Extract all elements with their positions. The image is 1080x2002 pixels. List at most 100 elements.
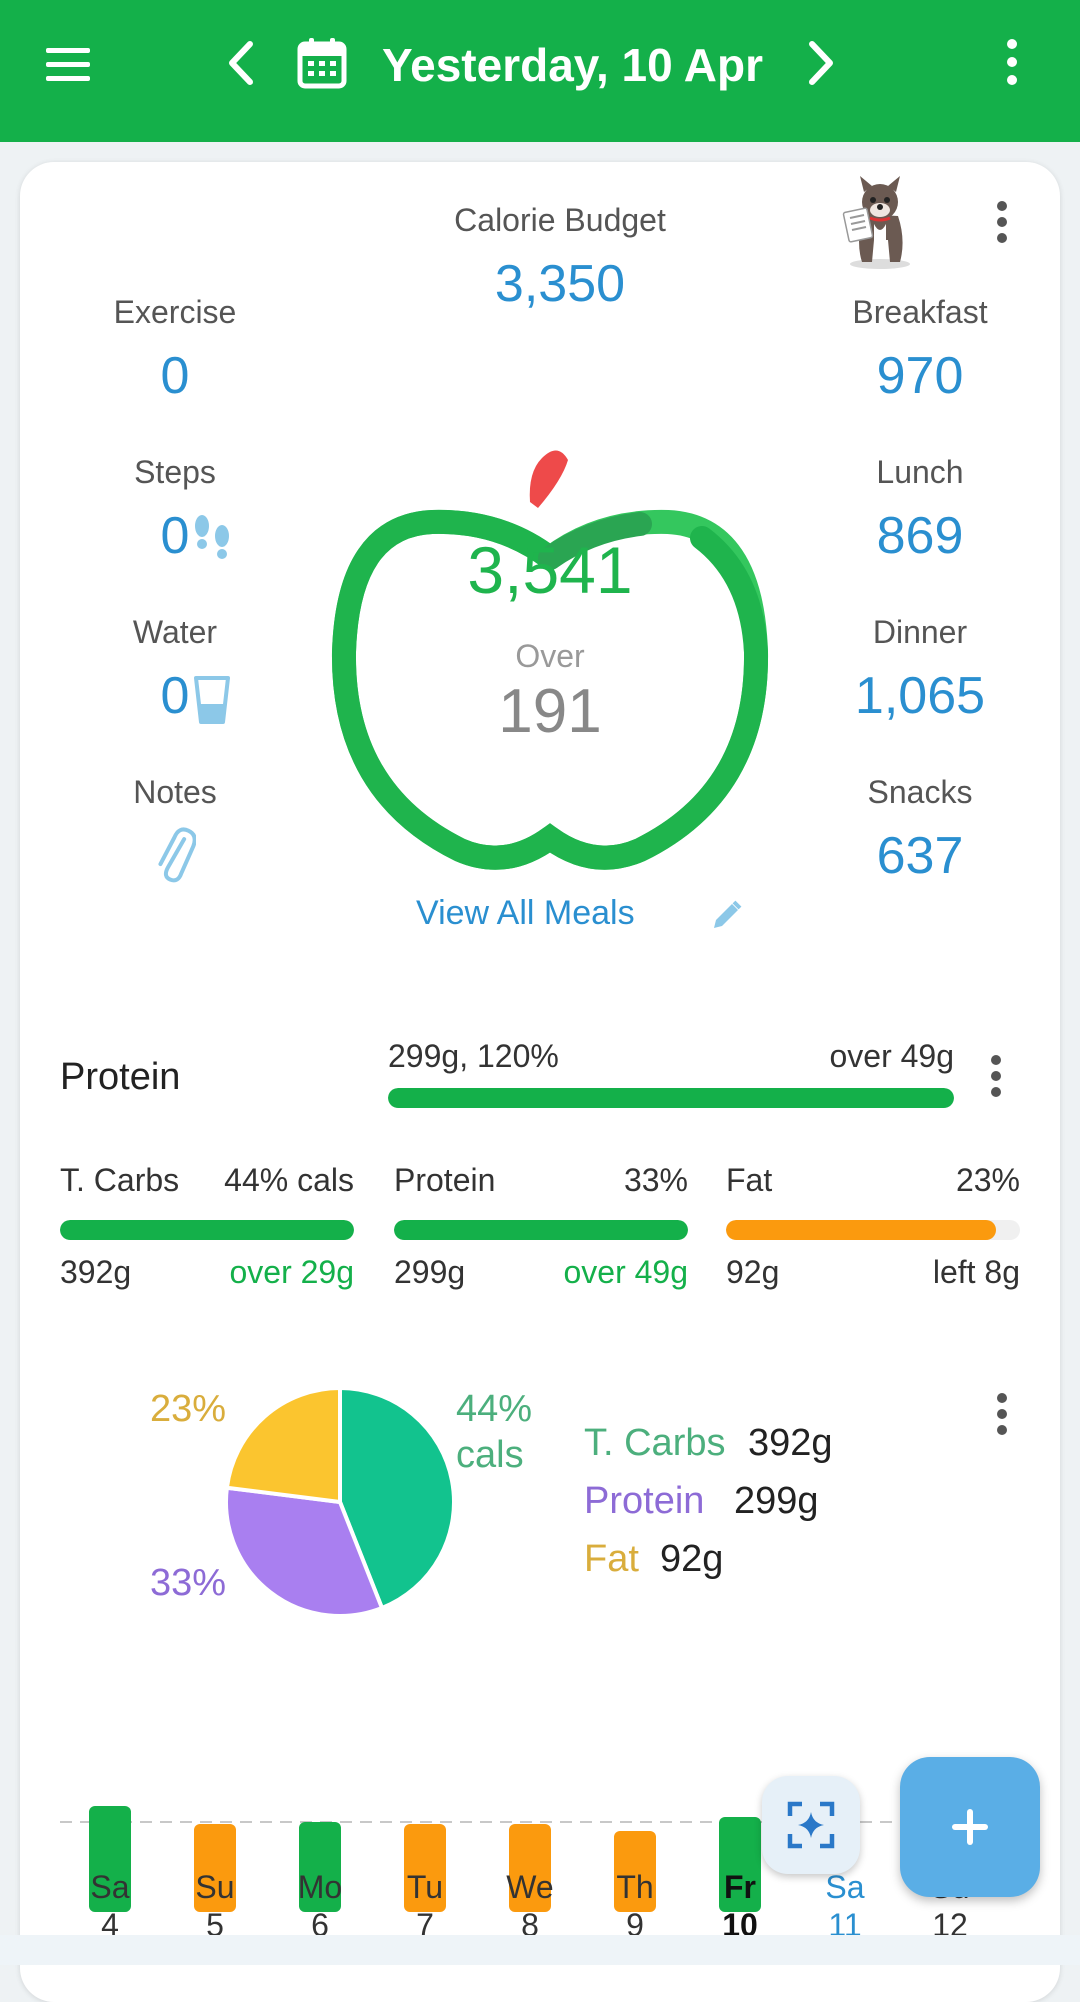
calories-eaten-value: 3,541 bbox=[467, 533, 633, 607]
day-label[interactable]: Mo 6 bbox=[280, 1868, 360, 1944]
dinner-label: Dinner bbox=[872, 614, 968, 650]
add-button[interactable] bbox=[900, 1757, 1040, 1897]
day-label[interactable]: Sa 4 bbox=[70, 1868, 150, 1944]
snacks-value[interactable]: 637 bbox=[876, 827, 964, 885]
fat-name: Fat bbox=[726, 1162, 773, 1198]
day-number: 8 bbox=[521, 1907, 539, 1943]
day-name: Sa bbox=[90, 1869, 130, 1905]
weekly-calorie-bars bbox=[60, 1806, 1020, 1912]
day-name: We bbox=[506, 1869, 554, 1905]
fat-bar bbox=[726, 1220, 1020, 1240]
edit-pencil-icon[interactable] bbox=[710, 898, 744, 932]
protein-name: Protein bbox=[394, 1162, 496, 1198]
water-value[interactable]: 0 bbox=[160, 667, 190, 725]
pie-label-fat: 23% bbox=[150, 1388, 227, 1430]
pie-slice-fat[interactable] bbox=[224, 1385, 342, 1505]
menu-icon[interactable] bbox=[44, 44, 94, 84]
fat-pct: 23% bbox=[955, 1162, 1020, 1198]
day-bar[interactable] bbox=[194, 1824, 236, 1912]
legend-fat-grams: 92g bbox=[660, 1538, 724, 1580]
protein-more-icon[interactable] bbox=[984, 1054, 1008, 1100]
fat-bar-fill bbox=[726, 1220, 997, 1240]
chevron-left-icon[interactable] bbox=[222, 38, 262, 88]
day-label[interactable]: Sa 11 bbox=[805, 1868, 885, 1944]
day-name: Sa bbox=[825, 1869, 865, 1905]
water-label: Water bbox=[132, 614, 218, 650]
dog-mascot-icon bbox=[842, 176, 910, 269]
pie-slice-carbs[interactable] bbox=[338, 1385, 456, 1611]
day-bar[interactable] bbox=[509, 1824, 551, 1912]
day-label[interactable]: Tu 7 bbox=[385, 1868, 465, 1944]
view-all-meals-link[interactable]: View All Meals bbox=[416, 894, 635, 932]
calorie-budget-value[interactable]: 3,350 bbox=[494, 255, 626, 313]
day-name: Su bbox=[195, 1869, 235, 1905]
more-vert-icon[interactable] bbox=[998, 38, 1026, 88]
pie-label-protein: 33% bbox=[150, 1562, 227, 1604]
protein-grams: 299g bbox=[394, 1254, 466, 1290]
over-label: Over bbox=[515, 638, 585, 674]
day-label[interactable]: Su 5 bbox=[175, 1868, 255, 1944]
notes-label: Notes bbox=[133, 774, 217, 810]
breakfast-label: Breakfast bbox=[852, 294, 988, 330]
lunch-value[interactable]: 869 bbox=[876, 507, 964, 565]
protein-goal-left-text: 299g, 120% bbox=[388, 1038, 559, 1074]
lunch-label: Lunch bbox=[876, 454, 964, 490]
protein-pct: 33% bbox=[623, 1162, 688, 1198]
legend-fat-name: Fat bbox=[584, 1538, 639, 1580]
plus-icon bbox=[952, 1809, 988, 1845]
day-number: 4 bbox=[101, 1907, 119, 1943]
day-number: 6 bbox=[311, 1907, 329, 1943]
protein-goal-right-text: over 49g bbox=[829, 1038, 954, 1074]
pie-label-carbs: 44% bbox=[456, 1388, 533, 1430]
dinner-value[interactable]: 1,065 bbox=[854, 667, 986, 725]
scan-button[interactable] bbox=[762, 1776, 860, 1874]
day-bar[interactable] bbox=[299, 1822, 341, 1912]
summary-card: Calorie Budget 3,350 Exercise 0 Steps 0 … bbox=[20, 162, 1060, 2002]
steps-label: Steps bbox=[134, 454, 216, 490]
day-bar[interactable] bbox=[719, 1817, 761, 1912]
protein-note: over 49g bbox=[563, 1254, 688, 1290]
carbs-name: T. Carbs bbox=[60, 1162, 180, 1198]
exercise-value[interactable]: 0 bbox=[160, 347, 190, 405]
fat-grams: 92g bbox=[726, 1254, 780, 1290]
carbs-pct: 44% cals bbox=[224, 1162, 354, 1198]
fat-note: left 8g bbox=[932, 1254, 1020, 1290]
legend-carbs-name: T. Carbs bbox=[584, 1422, 726, 1464]
apple-progress-ring[interactable] bbox=[310, 362, 790, 882]
footsteps-icon bbox=[195, 515, 229, 559]
protein-goal-bar-fill bbox=[388, 1088, 954, 1108]
breakfast-value[interactable]: 970 bbox=[876, 347, 964, 405]
pie-more-icon[interactable] bbox=[990, 1392, 1014, 1438]
protein-goal-label: Protein bbox=[60, 1056, 181, 1098]
day-bar[interactable] bbox=[614, 1831, 656, 1912]
carbs-note: over 29g bbox=[229, 1254, 354, 1290]
protein-bar bbox=[394, 1220, 688, 1240]
calendar-icon[interactable] bbox=[296, 36, 348, 90]
top-app-bar: Yesterday, 10 Apr bbox=[0, 0, 1080, 142]
scan-sparkle-icon bbox=[787, 1801, 835, 1849]
water-glass-icon[interactable] bbox=[192, 674, 232, 726]
day-label[interactable]: Fr 10 bbox=[700, 1868, 780, 1944]
chevron-right-icon[interactable] bbox=[800, 38, 840, 88]
calorie-budget-label: Calorie Budget bbox=[454, 202, 666, 238]
day-number: 9 bbox=[626, 1907, 644, 1943]
pie-slice-protein[interactable] bbox=[224, 1485, 385, 1618]
steps-value[interactable]: 0 bbox=[160, 507, 190, 565]
day-name: Mo bbox=[297, 1869, 343, 1905]
day-name: Tu bbox=[406, 1869, 444, 1905]
macro-pie-chart[interactable] bbox=[220, 1382, 460, 1622]
day-bar[interactable] bbox=[404, 1824, 446, 1912]
paperclip-icon[interactable] bbox=[154, 824, 196, 884]
pie-label-carbs-suffix: cals bbox=[456, 1434, 524, 1476]
day-bar[interactable] bbox=[89, 1806, 131, 1912]
day-number: 7 bbox=[416, 1907, 434, 1943]
carbs-bar bbox=[60, 1220, 354, 1240]
legend-carbs-grams: 392g bbox=[748, 1422, 833, 1464]
day-label[interactable]: We 8 bbox=[490, 1868, 570, 1944]
date-title[interactable]: Yesterday, 10 Apr bbox=[382, 39, 763, 91]
day-label[interactable]: Th 9 bbox=[595, 1868, 675, 1944]
protein-bar-fill bbox=[394, 1220, 688, 1240]
legend-protein-name: Protein bbox=[584, 1480, 705, 1522]
protein-goal-bar bbox=[388, 1088, 954, 1108]
card-more-icon[interactable] bbox=[990, 200, 1014, 246]
